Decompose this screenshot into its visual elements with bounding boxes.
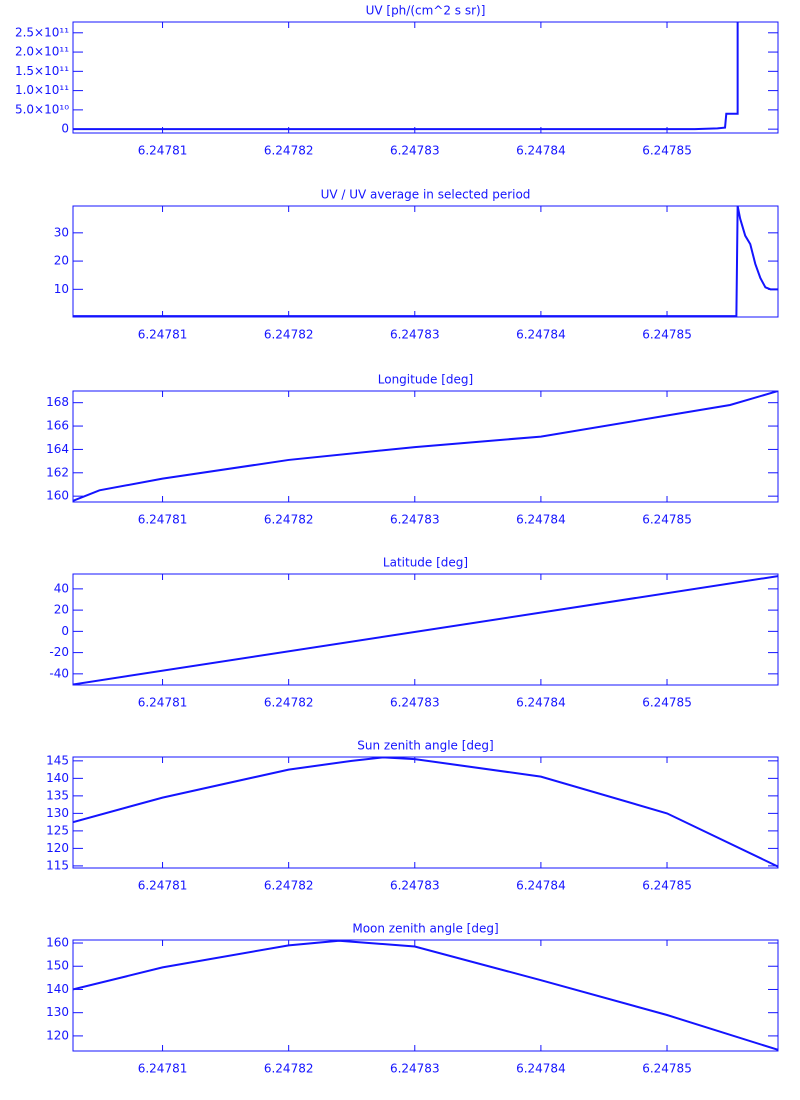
y-tick-label: 0	[61, 624, 69, 638]
chart-title: Latitude [deg]	[383, 556, 468, 570]
x-tick-label: 6.24785	[642, 513, 692, 527]
y-tick-label: 160	[46, 489, 69, 503]
chart-title: Longitude [deg]	[378, 373, 473, 387]
y-tick-label: 120	[46, 841, 69, 855]
y-tick-label: 125	[46, 823, 69, 837]
chart-title: UV / UV average in selected period	[321, 188, 531, 202]
x-tick-label: 6.24781	[138, 144, 188, 158]
y-tick-label: 40	[54, 581, 69, 595]
x-tick-label: 6.24782	[264, 513, 314, 527]
y-tick-label: 135	[46, 788, 69, 802]
data-line	[73, 757, 778, 868]
x-tick-label: 6.24783	[390, 328, 440, 342]
plot-frame	[72, 205, 779, 318]
chart-title: Moon zenith angle [deg]	[352, 922, 498, 936]
data-line	[73, 940, 778, 1051]
y-tick-label: -20	[49, 645, 69, 659]
x-tick-label: 6.24783	[390, 513, 440, 527]
plot-frame	[72, 756, 779, 869]
x-tick-label: 6.24781	[138, 328, 188, 342]
x-tick-label: 6.24783	[390, 1062, 440, 1076]
x-tick-label: 6.24784	[516, 513, 566, 527]
chart-title: UV [ph/(cm^2 s sr)]	[366, 4, 486, 18]
x-tick-label: 6.24784	[516, 879, 566, 893]
y-tick-label: 20	[54, 603, 69, 617]
x-tick-label: 6.24782	[264, 1062, 314, 1076]
x-tick-label: 6.24781	[138, 1062, 188, 1076]
x-tick-label: 6.24785	[642, 879, 692, 893]
x-tick-label: 6.24783	[390, 879, 440, 893]
y-tick-label: 10	[54, 282, 69, 296]
y-tick-label: 150	[46, 959, 69, 973]
data-line	[73, 391, 778, 502]
y-tick-label: 145	[46, 753, 69, 767]
y-tick-label: 120	[46, 1028, 69, 1042]
y-tick-label: 2.0×10¹¹	[15, 45, 69, 59]
x-tick-label: 6.24781	[138, 879, 188, 893]
x-tick-label: 6.24784	[516, 144, 566, 158]
x-tick-label: 6.24785	[642, 1062, 692, 1076]
data-line	[73, 22, 739, 131]
plot-frame	[72, 21, 779, 134]
y-tick-label: 140	[46, 771, 69, 785]
y-tick-label: 1.0×10¹¹	[15, 83, 69, 97]
x-tick-label: 6.24785	[642, 696, 692, 710]
y-tick-label: 1.5×10¹¹	[15, 64, 69, 78]
x-tick-label: 6.24783	[390, 696, 440, 710]
x-tick-label: 6.24782	[264, 328, 314, 342]
y-tick-label: 166	[46, 419, 69, 433]
x-tick-label: 6.24782	[264, 879, 314, 893]
x-tick-label: 6.24784	[516, 328, 566, 342]
x-tick-label: 6.24782	[264, 696, 314, 710]
x-tick-label: 6.24784	[516, 696, 566, 710]
x-tick-label: 6.24784	[516, 1062, 566, 1076]
y-tick-label: 162	[46, 465, 69, 479]
x-tick-label: 6.24781	[138, 696, 188, 710]
chart-title: Sun zenith angle [deg]	[357, 739, 493, 753]
y-tick-label: 115	[46, 858, 69, 872]
y-tick-label: 140	[46, 982, 69, 996]
y-tick-label: 30	[54, 225, 69, 239]
plot-frame	[72, 939, 779, 1052]
y-tick-label: 2.5×10¹¹	[15, 25, 69, 39]
plot-frame	[72, 390, 779, 503]
x-tick-label: 6.24785	[642, 328, 692, 342]
y-tick-label: 164	[46, 442, 69, 456]
y-tick-label: 5.0×10¹⁰	[15, 102, 69, 116]
x-tick-label: 6.24781	[138, 513, 188, 527]
plot-frame	[72, 573, 779, 686]
data-line	[73, 206, 778, 317]
y-tick-label: -40	[49, 666, 69, 680]
y-tick-label: 160	[46, 936, 69, 950]
x-tick-label: 6.24783	[390, 144, 440, 158]
y-tick-label: 0	[61, 122, 69, 136]
y-tick-label: 168	[46, 395, 69, 409]
x-tick-label: 6.24782	[264, 144, 314, 158]
y-tick-label: 130	[46, 806, 69, 820]
data-line	[73, 575, 778, 685]
y-tick-label: 20	[54, 254, 69, 268]
x-tick-label: 6.24785	[642, 144, 692, 158]
y-tick-label: 130	[46, 1005, 69, 1019]
